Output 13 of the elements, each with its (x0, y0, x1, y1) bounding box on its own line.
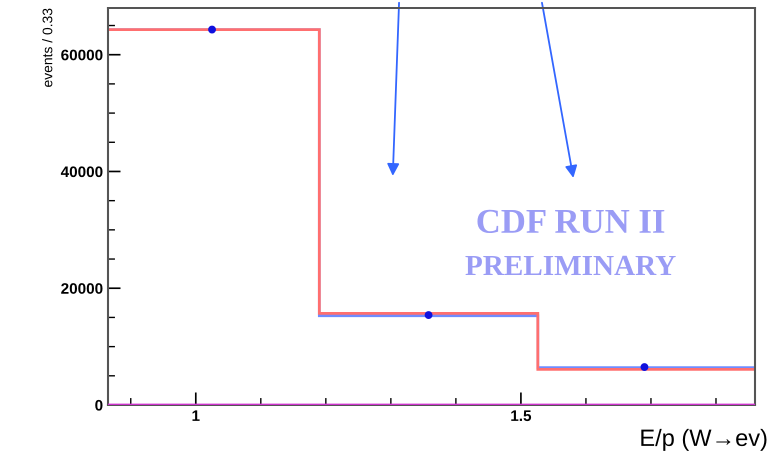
point (640, 363, 648, 372)
x-tick-label: 1.5 (511, 410, 532, 422)
annotation: PRELIMINARY (465, 256, 676, 276)
y-tick-label: 20000 (61, 283, 103, 294)
y-axis-title: events / 0.33 (42, 8, 52, 87)
point (208, 26, 216, 34)
y-tick-label: 40000 (60, 166, 103, 178)
x-axis-title: E/p (W→ev) (641, 428, 766, 451)
point (424, 311, 433, 320)
annotation: CDF RUN II (477, 210, 664, 234)
x-tick-label: 1 (192, 410, 200, 421)
y-tick-label: 0 (95, 400, 103, 411)
y-tick-label: 60000 (61, 50, 103, 60)
